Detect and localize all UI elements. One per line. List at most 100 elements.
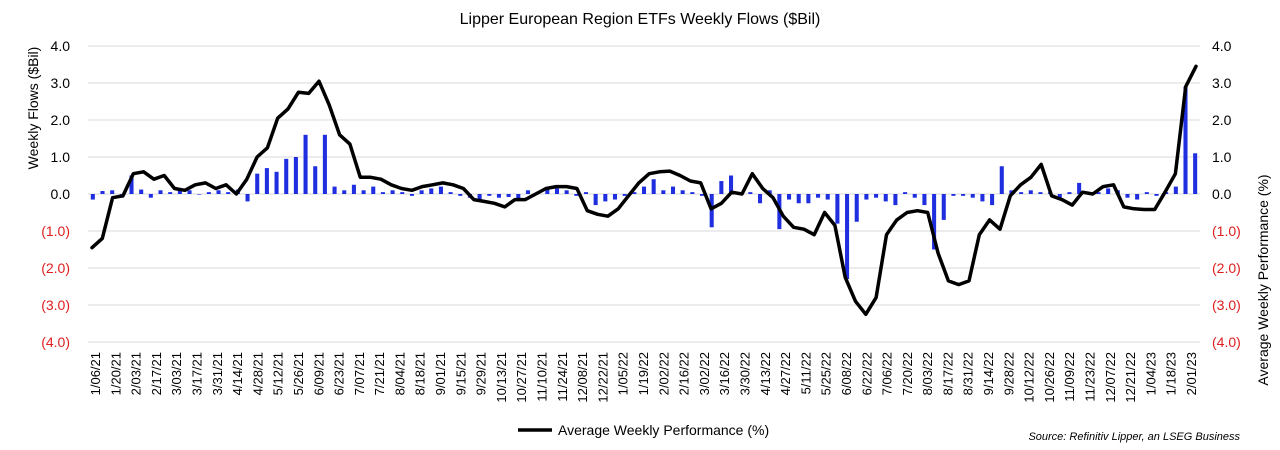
flow-bar	[419, 190, 424, 194]
flow-bar	[371, 186, 376, 194]
flow-bar	[187, 190, 192, 194]
x-tick-label: 3/31/21	[210, 352, 225, 395]
flow-bar	[1183, 86, 1188, 194]
x-tick-label: 3/16/22	[717, 352, 732, 395]
y-tick-right: 0.0	[1212, 186, 1232, 202]
flow-bar	[100, 191, 105, 194]
flow-bar	[903, 192, 908, 194]
flow-bar	[1067, 192, 1072, 194]
flow-bar	[361, 190, 366, 194]
x-tick-label: 1/04/23	[1143, 352, 1158, 395]
flow-bar	[893, 194, 898, 206]
flow-bar	[941, 194, 946, 220]
x-tick-label: 10/13/21	[494, 352, 509, 403]
y-tick-left: 3.0	[51, 75, 71, 91]
flow-bar	[932, 194, 937, 250]
x-tick-label: 11/23/22	[1083, 352, 1098, 402]
flow-bar	[342, 190, 347, 194]
flow-bar	[680, 190, 685, 194]
flow-bar	[593, 194, 598, 206]
flow-bar	[709, 194, 714, 228]
flow-bar	[796, 194, 801, 204]
flow-bar	[583, 192, 589, 194]
y-tick-right: 2.0	[1212, 112, 1232, 128]
x-tick-label: 10/27/21	[514, 352, 529, 403]
flow-bar	[525, 190, 530, 194]
flow-bar	[1125, 194, 1130, 198]
flow-bars	[90, 86, 1198, 280]
flow-bar	[264, 168, 269, 194]
y-tick-left: (4.0)	[41, 334, 70, 350]
flow-bar	[390, 190, 395, 194]
y-tick-right: (4.0)	[1212, 334, 1241, 350]
x-tick-label: 2/01/23	[1184, 352, 1199, 395]
flow-bar	[216, 190, 221, 194]
x-tick-label: 6/09/21	[311, 352, 326, 395]
y-tick-right: (3.0)	[1212, 297, 1241, 313]
flow-bar	[332, 186, 337, 194]
flow-bar	[922, 194, 927, 206]
flow-bar	[1135, 194, 1140, 200]
y-tick-right: 1.0	[1212, 149, 1232, 165]
flow-bar	[148, 194, 153, 198]
flow-bar	[545, 188, 550, 194]
x-tick-label: 6/22/22	[859, 352, 874, 395]
x-tick-label: 12/21/22	[1123, 352, 1138, 403]
x-tick-label: 6/23/21	[332, 352, 347, 395]
flow-bar	[748, 192, 753, 194]
flow-bar	[1038, 192, 1043, 194]
flow-bar	[661, 190, 666, 194]
flow-bar	[303, 134, 308, 194]
y-tick-left: 1.0	[51, 149, 71, 165]
y-tick-left: 4.0	[51, 38, 71, 54]
x-tick-label: 9/29/21	[474, 352, 489, 395]
flow-bar	[284, 158, 289, 194]
x-tick-label: 3/03/21	[169, 352, 184, 395]
x-tick-label: 5/11/22	[798, 352, 813, 394]
flow-bar	[458, 194, 463, 196]
flow-bar	[854, 194, 859, 222]
x-tick-label: 2/02/22	[656, 352, 671, 395]
y-ticks-right: 4.0 3.0 2.0 1.0 0.0 (1.0) (2.0) (3.0) (4.0)	[1212, 38, 1241, 350]
flow-bar	[487, 194, 492, 196]
flow-bar	[400, 192, 405, 194]
x-tick-label: 7/07/21	[352, 352, 367, 395]
flow-bar	[177, 188, 182, 194]
flow-bar	[574, 194, 579, 196]
x-tick-label: 1/19/22	[636, 352, 651, 395]
flow-bar	[197, 194, 202, 195]
flow-bar	[912, 194, 917, 198]
flow-bar	[564, 190, 569, 194]
flow-bar	[245, 194, 250, 202]
y-axis-label-right: Average Weekly Performance (%)	[1255, 174, 1271, 385]
x-tick-label: 12/08/21	[575, 352, 590, 403]
flow-bar	[787, 194, 792, 200]
flow-bar	[293, 157, 298, 194]
flow-bar	[603, 194, 608, 202]
flow-bar	[612, 194, 618, 200]
flow-bar	[158, 190, 163, 194]
x-tick-label: 7/06/22	[880, 352, 895, 395]
performance-line	[90, 64, 1198, 317]
flow-bar	[990, 194, 995, 206]
flow-bar	[1144, 192, 1149, 194]
x-tick-label: 9/28/22	[1001, 352, 1016, 395]
flow-bar	[90, 194, 95, 200]
flow-bar	[1154, 194, 1159, 196]
x-tick-label: 6/08/22	[839, 352, 854, 395]
x-tick-label: 2/03/21	[129, 352, 144, 395]
x-tick-label: 1/05/22	[616, 352, 631, 395]
flow-bar	[506, 194, 511, 197]
x-tick-label: 12/22/21	[595, 352, 610, 403]
performance-line-group	[90, 64, 1198, 317]
flow-bar	[226, 192, 231, 194]
flow-bar	[622, 194, 627, 196]
flow-bar	[961, 194, 966, 196]
x-tick-label: 3/02/22	[697, 352, 712, 395]
flow-bar	[729, 175, 734, 194]
x-tick-label: 8/04/21	[392, 352, 407, 395]
flow-bar	[806, 194, 811, 204]
x-tick-label: 8/03/22	[920, 352, 935, 395]
y-tick-right: (1.0)	[1212, 223, 1241, 239]
